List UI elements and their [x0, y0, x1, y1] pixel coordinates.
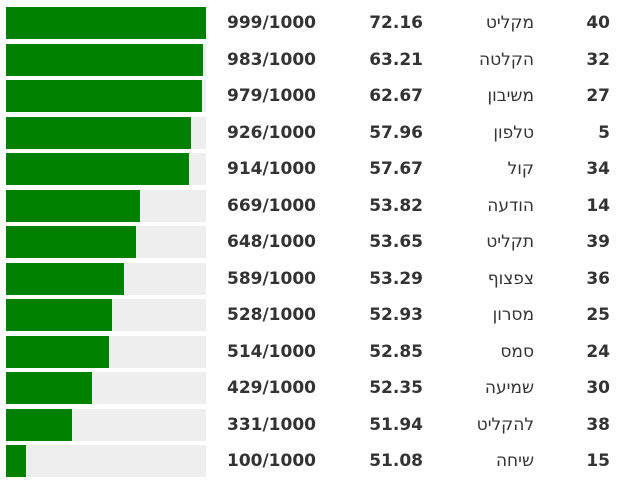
table-row: 669/1000 53.82 הודעה 14 [0, 188, 628, 224]
rating-bar [6, 116, 192, 149]
rank: 39 [586, 232, 610, 252]
table-row: 528/1000 52.93 מסרון 25 [0, 297, 628, 333]
rating-track [6, 299, 206, 331]
rating-label: 979/1000 [226, 86, 316, 106]
rating-bar [6, 372, 92, 404]
score: 72.16 [369, 13, 423, 33]
rating-label: 926/1000 [226, 122, 316, 143]
score: 52.93 [369, 305, 423, 325]
word: טלפון [493, 122, 534, 143]
rank: 24 [586, 341, 610, 362]
rank: 15 [586, 451, 610, 471]
table-row: 979/1000 62.67 משיבון 27 [0, 78, 628, 114]
score: 62.67 [369, 86, 423, 106]
score: 53.29 [369, 268, 423, 289]
rating-track [6, 408, 206, 441]
table-row: 514/1000 52.85 סמס 24 [0, 334, 628, 370]
rating-track [6, 445, 206, 477]
rank: 14 [586, 195, 610, 216]
table-row: 914/1000 57.67 קול 34 [0, 151, 628, 187]
score: 57.96 [369, 122, 423, 143]
rank: 34 [586, 159, 610, 179]
score: 52.35 [369, 378, 423, 398]
word: מסרון [492, 305, 534, 325]
score: 51.08 [369, 451, 423, 471]
word: מקליט [485, 13, 534, 33]
rating-track [6, 116, 206, 149]
rating-bar [6, 7, 206, 39]
rating-track [6, 189, 206, 222]
rank: 25 [586, 305, 610, 325]
word: משיבון [487, 86, 534, 106]
word: הודעה [487, 195, 534, 216]
score: 51.94 [369, 414, 423, 435]
rating-track [6, 80, 206, 112]
rating-bar [6, 262, 124, 295]
rank: 38 [586, 414, 610, 435]
rating-label: 669/1000 [226, 195, 316, 216]
rating-label: 528/1000 [226, 305, 316, 325]
score: 53.82 [369, 195, 423, 216]
rating-label: 589/1000 [226, 268, 316, 289]
table-row: 100/1000 51.08 שיחה 15 [0, 443, 628, 479]
table-row: 983/1000 63.21 הקלטה 32 [0, 42, 628, 78]
word: שיחה [495, 451, 534, 471]
table-row: 999/1000 72.16 מקליט 40 [0, 5, 628, 41]
word: צפצוף [487, 268, 534, 289]
score: 53.65 [369, 232, 423, 252]
rating-bar [6, 408, 73, 441]
rank: 30 [586, 378, 610, 398]
word: קול [507, 159, 534, 179]
rank: 32 [586, 49, 610, 70]
rating-bar [6, 43, 203, 76]
table-row: 926/1000 57.96 טלפון 5 [0, 115, 628, 151]
word: הקלטה [479, 49, 534, 70]
rating-track [6, 372, 206, 404]
word: להקליט [476, 414, 534, 435]
rating-bar [6, 80, 202, 112]
table-row: 331/1000 51.94 להקליט 38 [0, 407, 628, 443]
rating-label: 983/1000 [226, 49, 316, 70]
rating-label: 999/1000 [226, 13, 316, 33]
word: סמס [500, 341, 534, 362]
rating-label: 429/1000 [226, 378, 316, 398]
score: 57.67 [369, 159, 423, 179]
rating-track [6, 43, 206, 76]
rating-bar [6, 226, 136, 258]
rating-bar [6, 189, 140, 222]
table-row: 589/1000 53.29 צפצוף 36 [0, 261, 628, 297]
rating-label: 100/1000 [226, 451, 316, 471]
rating-label: 331/1000 [226, 414, 316, 435]
rank: 40 [586, 13, 610, 33]
rating-bar [6, 335, 109, 368]
rating-label: 514/1000 [226, 341, 316, 362]
rating-track [6, 335, 206, 368]
score: 63.21 [369, 49, 423, 70]
rating-label: 648/1000 [226, 232, 316, 252]
rank: 27 [586, 86, 610, 106]
score: 52.85 [369, 341, 423, 362]
rating-track [6, 153, 206, 185]
table-row: 429/1000 52.35 שמיעה 30 [0, 370, 628, 406]
rank: 5 [598, 122, 610, 143]
table-row: 648/1000 53.65 תקליט 39 [0, 224, 628, 260]
rating-track [6, 7, 206, 39]
word: שמיעה [484, 378, 534, 398]
word: תקליט [486, 232, 534, 252]
rank: 36 [586, 268, 610, 289]
rating-bar [6, 445, 26, 477]
rating-bar [6, 299, 112, 331]
rating-track [6, 262, 206, 295]
rating-label: 914/1000 [226, 159, 316, 179]
rating-track [6, 226, 206, 258]
rating-bar [6, 153, 189, 185]
